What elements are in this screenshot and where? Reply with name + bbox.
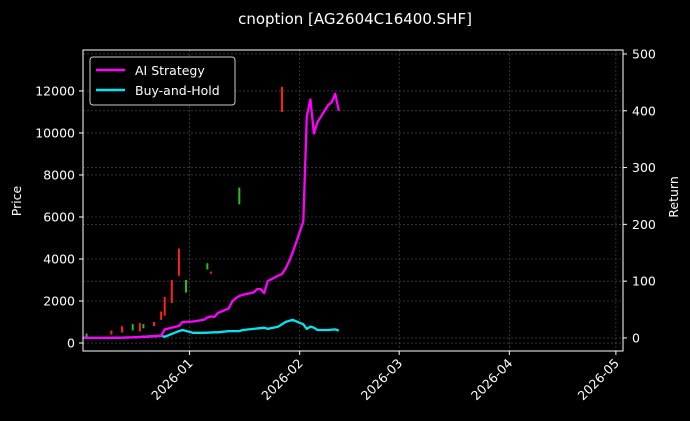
- candlestick: [138, 323, 141, 332]
- candlestick: [153, 322, 156, 327]
- legend: AI Strategy Buy-and-Hold: [89, 56, 236, 106]
- candlestick: [185, 280, 188, 293]
- y-tick-label: 4000: [43, 251, 75, 266]
- candlestick: [131, 324, 134, 331]
- y-axis-right: 0 100 200 300 400 500: [623, 46, 656, 345]
- y-axis-left: 0 2000 4000 6000 8000 10000 12000: [35, 83, 83, 351]
- y-axis-label: Price: [9, 185, 24, 216]
- series-lines: [83, 92, 340, 340]
- candlestick: [163, 296, 166, 316]
- y2-axis-label: Return: [666, 176, 681, 217]
- y-tick-label: 12000: [35, 83, 75, 98]
- y-tick-label: 8000: [43, 167, 75, 182]
- candlestick: [177, 248, 180, 276]
- legend-label-buy-and-hold: Buy-and-Hold: [135, 83, 220, 98]
- y-tick-label: 0: [67, 336, 75, 351]
- y2-tick-label: 0: [632, 330, 640, 345]
- legend-label-ai-strategy: AI Strategy: [135, 63, 205, 78]
- candlestick: [238, 187, 241, 205]
- x-tick-label: 2026-05: [574, 356, 622, 404]
- candlestick: [280, 86, 283, 112]
- y-tick-label: 10000: [35, 125, 75, 140]
- x-tick-label: 2026-01: [148, 356, 196, 404]
- y2-tick-label: 500: [632, 46, 656, 61]
- candlestick: [121, 326, 124, 333]
- candlestick: [206, 263, 209, 270]
- legend-box: [89, 56, 236, 106]
- ai-strategy-line: [83, 92, 340, 340]
- grid-lines: [83, 50, 623, 351]
- y2-tick-label: 100: [632, 274, 656, 289]
- candlestick: [85, 333, 88, 338]
- candlestick: [209, 271, 212, 274]
- y-tick-label: 6000: [43, 209, 75, 224]
- chart-title: cnoption [AG2604C16400.SHF]: [238, 10, 472, 28]
- plot-frame: [82, 49, 624, 352]
- x-tick-label: 2026-04: [468, 355, 516, 403]
- candlestick: [142, 324, 145, 329]
- y2-tick-label: 200: [632, 217, 656, 232]
- y2-tick-label: 400: [632, 103, 656, 118]
- x-tick-label: 2026-03: [358, 356, 406, 404]
- x-tick-label: 2026-02: [258, 356, 306, 404]
- candlesticks: [85, 86, 283, 338]
- y2-tick-label: 300: [632, 160, 656, 175]
- candlestick: [170, 280, 173, 304]
- y-tick-label: 2000: [43, 294, 75, 309]
- buy-and-hold-line: [83, 318, 340, 340]
- x-axis: 2026-01 2026-02 2026-03 2026-04 2026-05: [148, 351, 622, 403]
- candlestick: [160, 311, 163, 320]
- candlestick: [110, 330, 113, 335]
